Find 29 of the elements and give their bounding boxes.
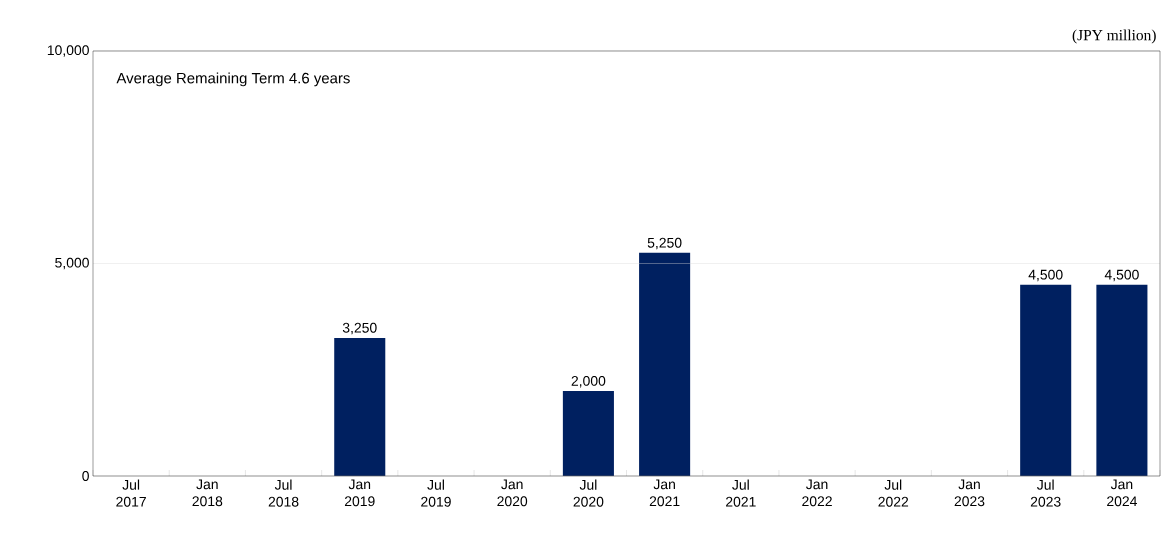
x-tick-label: Jan 2022 [802,479,832,507]
data-label: 4,500 [1104,269,1139,282]
x-tick-label: Jan 2024 [1107,479,1137,507]
data-label: 2,000 [571,375,606,388]
bar [334,337,386,476]
x-tick-label: Jan 2021 [649,479,680,507]
annotation: Average Remaining Term 4.6 years [116,72,350,87]
x-tick-label: Jan 2023 [954,479,985,507]
x-tick-label: Jul 2022 [878,479,909,507]
bar [1096,284,1148,476]
data-label: 5,250 [647,237,682,250]
bar [639,252,691,476]
y-tick-label: 10,000 [47,45,89,57]
x-tick-label: Jan 2018 [192,479,223,507]
x-tick-label: Jul 2021 [726,479,756,507]
data-label: 3,250 [342,322,377,335]
y-tick-label: 0 [82,471,89,481]
x-tick-label: Jul 2023 [1030,479,1061,507]
x-tick-label: Jul 2020 [573,479,604,507]
x-tick-label: Jul 2019 [421,479,451,507]
x-tick-label: Jan 2019 [344,479,375,507]
x-tick-label: Jul 2017 [116,479,146,507]
bar [1020,284,1072,476]
y-axis-title: (JPY million) [1072,29,1156,44]
bar [562,391,614,476]
data-label: 4,500 [1028,269,1063,282]
x-tick-label: Jul 2018 [268,479,299,507]
x-tick-label: Jan 2020 [497,479,528,507]
y-tick-label: 5,000 [55,257,89,270]
